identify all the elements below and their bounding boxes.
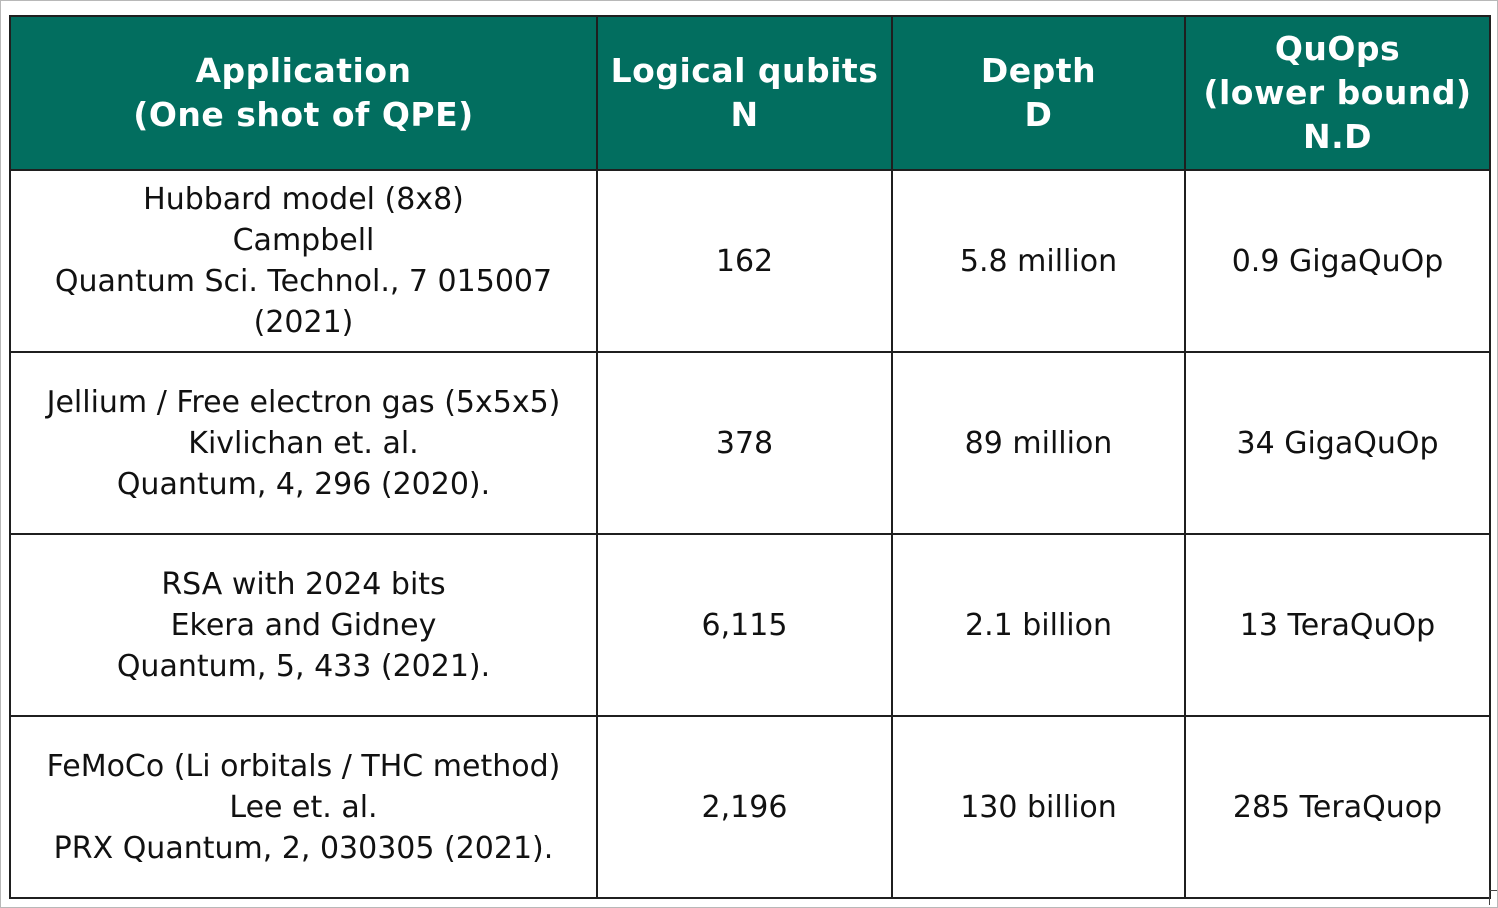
cell-application: Hubbard model (8x8) Campbell Quantum Sci… [9, 169, 598, 353]
header-line: Logical qubits [610, 51, 879, 90]
header-line: (One shot of QPE) [133, 95, 474, 134]
table-row: Hubbard model (8x8) Campbell Quantum Sci… [9, 169, 1491, 353]
application-line: FeMoCo (Li orbitals / THC method) [46, 748, 561, 784]
cell-application: FeMoCo (Li orbitals / THC method) Lee et… [9, 715, 598, 899]
application-line: Campbell [232, 223, 375, 258]
cell-depth: 130 billion [891, 715, 1186, 899]
cell-logical-qubits: 162 [596, 169, 893, 353]
application-line: Quantum, 5, 433 (2021). [116, 648, 491, 684]
cell-quops: 13 TeraQuOp [1184, 533, 1491, 717]
header-line: N [730, 95, 759, 134]
table-row: RSA with 2024 bits Ekera and Gidney Quan… [9, 533, 1491, 717]
header-line: D [1024, 95, 1053, 134]
table-row: Jellium / Free electron gas (5x5x5) Kivl… [9, 351, 1491, 535]
application-line: Kivlichan et. al. [188, 425, 419, 461]
cell-application: Jellium / Free electron gas (5x5x5) Kivl… [9, 351, 598, 535]
header-logical-qubits: Logical qubits N [596, 15, 893, 171]
header-line: Application [195, 51, 412, 90]
header-line: (lower bound) [1203, 73, 1472, 112]
cell-quops: 0.9 GigaQuOp [1184, 169, 1491, 353]
header-application: Application (One shot of QPE) [9, 15, 598, 171]
application-line: PRX Quantum, 2, 030305 (2021). [53, 830, 554, 866]
application-line: Quantum Sci. Technol., 7 015007 [54, 264, 553, 299]
header-line: QuOps [1274, 29, 1401, 68]
cell-depth: 2.1 billion [891, 533, 1186, 717]
table-row: FeMoCo (Li orbitals / THC method) Lee et… [9, 715, 1491, 899]
application-line: RSA with 2024 bits [161, 566, 446, 602]
cell-application: RSA with 2024 bits Ekera and Gidney Quan… [9, 533, 598, 717]
application-line: Hubbard model (8x8) [143, 182, 464, 217]
cell-quops: 34 GigaQuOp [1184, 351, 1491, 535]
cell-logical-qubits: 6,115 [596, 533, 893, 717]
application-line: Quantum, 4, 296 (2020). [116, 466, 491, 502]
cell-quops: 285 TeraQuop [1184, 715, 1491, 899]
header-line: N.D [1302, 117, 1373, 156]
cell-logical-qubits: 2,196 [596, 715, 893, 899]
header-row: Application (One shot of QPE) Logical qu… [9, 15, 1491, 171]
cell-depth: 5.8 million [891, 169, 1186, 353]
quantum-resource-table: Application (One shot of QPE) Logical qu… [9, 15, 1491, 899]
application-line: (2021) [253, 305, 354, 340]
header-quops: QuOps (lower bound) N.D [1184, 15, 1491, 171]
header-depth: Depth D [891, 15, 1186, 171]
application-line: Lee et. al. [229, 789, 378, 825]
application-line: Ekera and Gidney [170, 607, 437, 643]
header-line: Depth [980, 51, 1097, 90]
application-line: Jellium / Free electron gas (5x5x5) [46, 384, 561, 420]
resize-corner-mark [1489, 890, 1497, 905]
cell-depth: 89 million [891, 351, 1186, 535]
cell-logical-qubits: 378 [596, 351, 893, 535]
